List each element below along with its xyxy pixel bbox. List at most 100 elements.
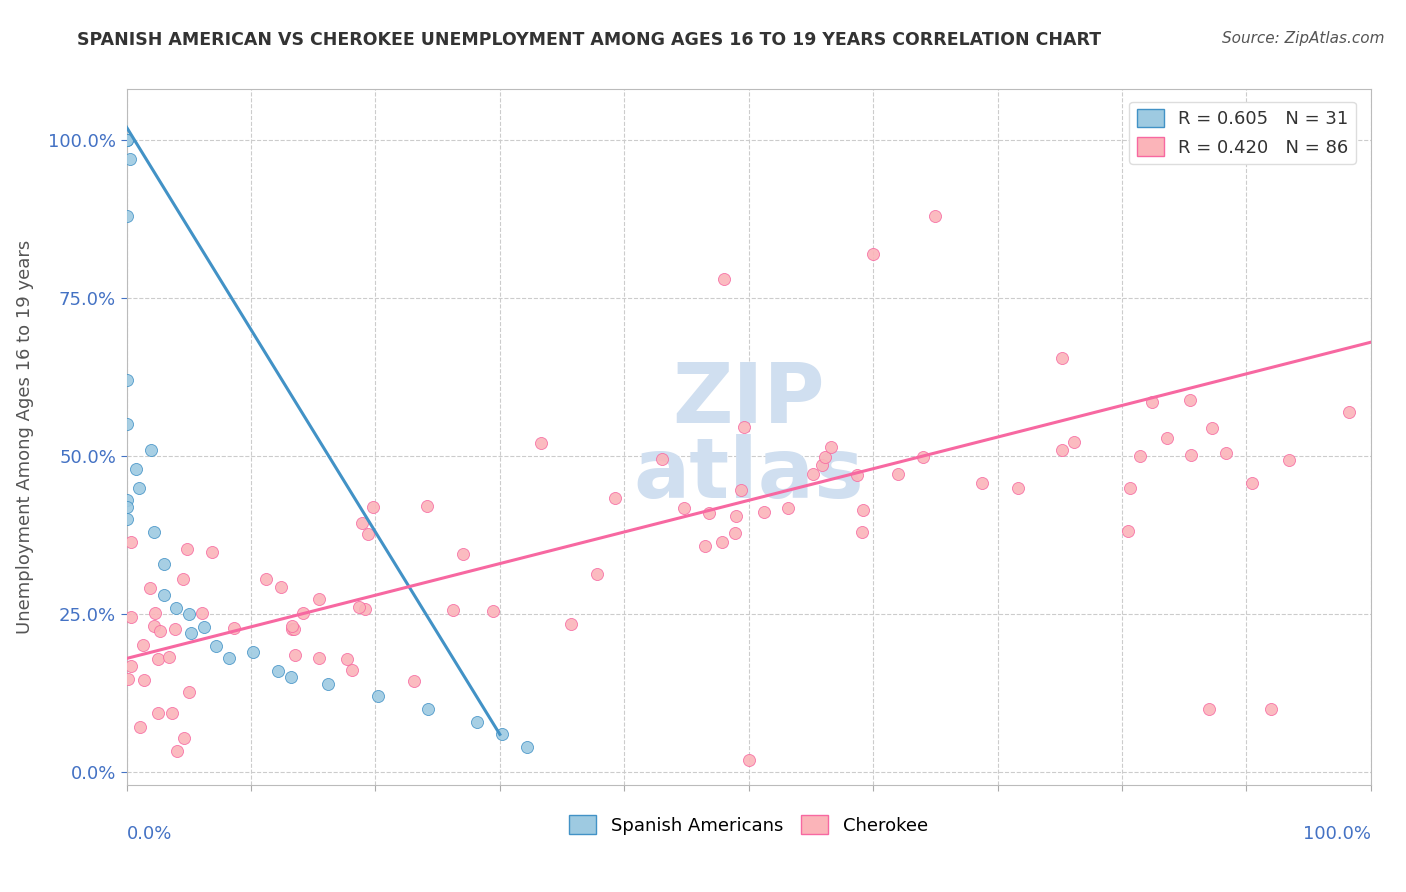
Point [1063, 435, 1085, 450]
Point [491, 727, 513, 741]
Point [308, 592, 330, 607]
Point [165, 622, 187, 636]
Point [1180, 448, 1202, 462]
Point [280, 670, 302, 684]
Point [115, 133, 138, 147]
Point [912, 450, 935, 465]
Point [201, 545, 224, 559]
Point [160, 706, 183, 721]
Point [254, 572, 277, 586]
Point [115, 373, 138, 387]
Text: Source: ZipAtlas.com: Source: ZipAtlas.com [1222, 31, 1385, 46]
Text: ZIP
atlas: ZIP atlas [633, 359, 865, 515]
Point [128, 719, 150, 733]
Point [173, 731, 195, 745]
Point [308, 651, 330, 665]
Point [803, 467, 825, 482]
Point [1007, 481, 1029, 495]
Point [516, 739, 538, 754]
Point [193, 620, 215, 634]
Point [179, 685, 201, 699]
Point [316, 677, 339, 691]
Point [862, 246, 884, 260]
Point [350, 516, 373, 530]
Point [404, 673, 426, 688]
Point [846, 468, 869, 483]
Point [115, 209, 138, 223]
Point [142, 524, 165, 539]
Point [672, 500, 695, 515]
Point [814, 450, 837, 465]
Point [115, 500, 138, 514]
Point [177, 607, 200, 622]
Point [132, 638, 155, 652]
Point [120, 152, 142, 166]
Point [441, 603, 464, 617]
Point [1337, 405, 1360, 419]
Point [270, 581, 292, 595]
Point [115, 133, 138, 147]
Point [713, 272, 735, 286]
Point [778, 501, 800, 516]
Point [530, 436, 553, 450]
Point [125, 461, 148, 475]
Point [416, 702, 439, 716]
Point [453, 547, 475, 561]
Point [120, 659, 142, 673]
Point [141, 442, 163, 457]
Point [281, 618, 304, 632]
Point [887, 467, 910, 482]
Point [852, 503, 875, 517]
Point [851, 524, 873, 539]
Point [730, 483, 752, 497]
Point [467, 714, 489, 729]
Point [134, 673, 156, 687]
Point [115, 133, 138, 147]
Point [115, 493, 138, 508]
Point [1198, 702, 1220, 716]
Point [149, 624, 172, 638]
Point [754, 505, 776, 519]
Point [115, 417, 138, 432]
Text: 100.0%: 100.0% [1303, 825, 1371, 843]
Point [166, 744, 188, 758]
Point [1260, 702, 1282, 716]
Legend: Spanish Americans, Cherokee: Spanish Americans, Cherokee [562, 808, 935, 842]
Text: SPANISH AMERICAN VS CHEROKEE UNEMPLOYMENT AMONG AGES 16 TO 19 YEARS CORRELATION : SPANISH AMERICAN VS CHEROKEE UNEMPLOYMEN… [77, 31, 1101, 49]
Point [115, 512, 138, 526]
Point [560, 617, 582, 632]
Point [280, 622, 302, 636]
Point [146, 706, 169, 720]
Point [1129, 449, 1152, 463]
Point [1140, 394, 1163, 409]
Point [695, 539, 717, 553]
Point [1116, 524, 1139, 538]
Point [737, 753, 759, 767]
Y-axis label: Unemployment Among Ages 16 to 19 years: Unemployment Among Ages 16 to 19 years [17, 240, 34, 634]
Point [120, 609, 142, 624]
Point [651, 452, 673, 467]
Point [724, 526, 747, 541]
Point [357, 527, 380, 541]
Point [342, 663, 364, 677]
Point [733, 420, 755, 434]
Point [354, 602, 377, 616]
Point [1050, 351, 1073, 365]
Point [811, 458, 834, 472]
Point [120, 535, 142, 549]
Point [218, 651, 240, 665]
Point [970, 475, 993, 490]
Point [336, 652, 359, 666]
Point [153, 588, 176, 602]
Point [142, 619, 165, 633]
Point [1215, 446, 1237, 460]
Point [165, 600, 187, 615]
Point [128, 481, 150, 495]
Point [146, 651, 169, 665]
Point [222, 621, 245, 635]
Point [176, 542, 198, 557]
Point [180, 626, 202, 640]
Point [1240, 476, 1263, 491]
Point [481, 604, 503, 618]
Point [361, 500, 384, 515]
